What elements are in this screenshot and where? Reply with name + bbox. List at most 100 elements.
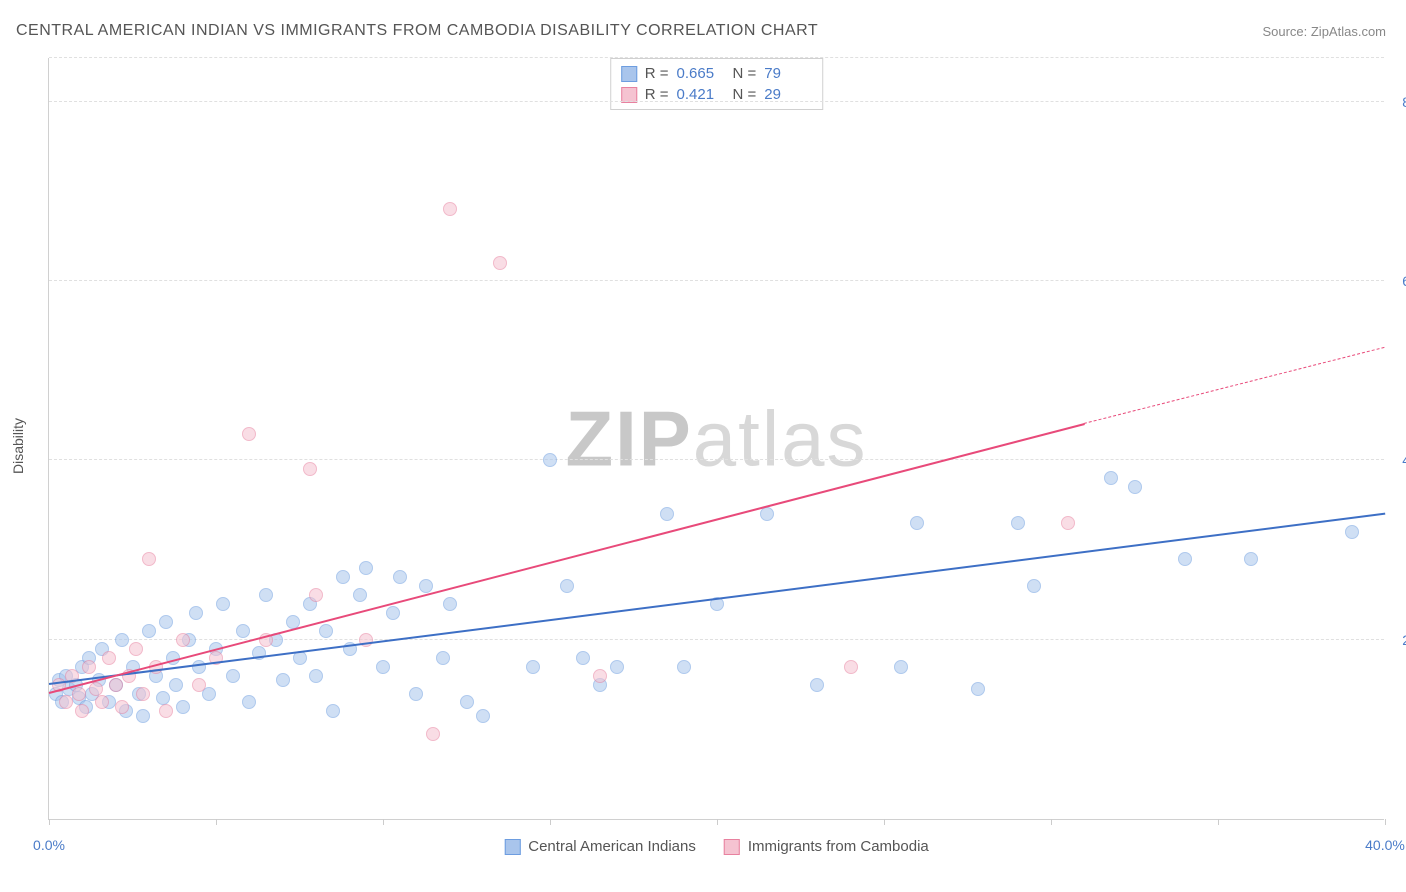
x-tick-label: 0.0%	[33, 837, 65, 853]
x-tick	[550, 819, 551, 825]
scatter-point	[353, 588, 367, 602]
x-tick	[383, 819, 384, 825]
scatter-point	[1178, 552, 1192, 566]
scatter-point	[1345, 525, 1359, 539]
scatter-point	[677, 660, 691, 674]
scatter-point	[72, 687, 86, 701]
scatter-point	[159, 704, 173, 718]
legend-item: Immigrants from Cambodia	[724, 838, 929, 855]
scatter-point	[242, 427, 256, 441]
watermark-zip: ZIP	[565, 394, 692, 482]
scatter-point	[894, 660, 908, 674]
trend-line	[1084, 346, 1385, 424]
legend-label: Immigrants from Cambodia	[748, 838, 929, 855]
scatter-point	[189, 606, 203, 620]
scatter-point	[159, 615, 173, 629]
scatter-point	[309, 669, 323, 683]
scatter-point	[156, 691, 170, 705]
scatter-point	[593, 669, 607, 683]
scatter-point	[236, 624, 250, 638]
scatter-point	[576, 651, 590, 665]
scatter-point	[136, 709, 150, 723]
scatter-point	[476, 709, 490, 723]
scatter-point	[1011, 516, 1025, 530]
gridline	[49, 101, 1384, 102]
scatter-point	[59, 695, 73, 709]
scatter-point	[129, 642, 143, 656]
scatter-point	[386, 606, 400, 620]
scatter-point	[259, 588, 273, 602]
scatter-point	[136, 687, 150, 701]
legend-label: Central American Indians	[528, 838, 696, 855]
scatter-point	[89, 682, 103, 696]
scatter-point	[660, 507, 674, 521]
series-legend: Central American Indians Immigrants from …	[504, 838, 928, 855]
scatter-point	[376, 660, 390, 674]
scatter-point	[409, 687, 423, 701]
scatter-point	[493, 256, 507, 270]
gridline	[49, 57, 1384, 58]
scatter-point	[319, 624, 333, 638]
y-tick-label: 40.0%	[1392, 452, 1406, 468]
scatter-point	[1061, 516, 1075, 530]
scatter-point	[610, 660, 624, 674]
scatter-point	[192, 660, 206, 674]
scatter-point	[844, 660, 858, 674]
watermark: ZIPatlas	[565, 393, 867, 484]
y-tick-label: 80.0%	[1392, 94, 1406, 110]
scatter-point	[303, 462, 317, 476]
gridline	[49, 459, 1384, 460]
scatter-point	[192, 678, 206, 692]
scatter-point	[95, 695, 109, 709]
scatter-point	[109, 678, 123, 692]
chart-title: CENTRAL AMERICAN INDIAN VS IMMIGRANTS FR…	[16, 22, 818, 40]
y-tick-label: 60.0%	[1392, 273, 1406, 289]
scatter-point	[176, 633, 190, 647]
scatter-point	[276, 673, 290, 687]
scatter-point	[216, 597, 230, 611]
x-tick-label: 40.0%	[1365, 837, 1405, 853]
scatter-point	[436, 651, 450, 665]
watermark-atlas: atlas	[693, 394, 868, 482]
gridline	[49, 280, 1384, 281]
scatter-point	[115, 633, 129, 647]
scatter-point	[102, 651, 116, 665]
scatter-point	[426, 727, 440, 741]
x-tick	[1051, 819, 1052, 825]
scatter-point	[1027, 579, 1041, 593]
x-tick	[216, 819, 217, 825]
x-tick	[1218, 819, 1219, 825]
scatter-point	[393, 570, 407, 584]
stat-n-label: N =	[733, 65, 757, 82]
legend-swatch	[504, 839, 520, 855]
scatter-point	[971, 682, 985, 696]
scatter-point	[309, 588, 323, 602]
legend-swatch	[724, 839, 740, 855]
scatter-point	[75, 704, 89, 718]
scatter-point	[760, 507, 774, 521]
scatter-point	[226, 669, 240, 683]
x-tick	[884, 819, 885, 825]
scatter-point	[443, 597, 457, 611]
source-attribution: Source: ZipAtlas.com	[1262, 24, 1386, 39]
stat-r-label: R =	[645, 65, 669, 82]
stats-row: R =0.665N =79	[621, 63, 813, 84]
scatter-point	[359, 561, 373, 575]
scatter-point	[460, 695, 474, 709]
scatter-point	[336, 570, 350, 584]
legend-swatch	[621, 66, 637, 82]
stat-r-value: 0.665	[677, 65, 725, 82]
scatter-point	[326, 704, 340, 718]
scatter-point	[443, 202, 457, 216]
scatter-point	[810, 678, 824, 692]
scatter-point	[142, 552, 156, 566]
scatter-point	[526, 660, 540, 674]
scatter-point	[560, 579, 574, 593]
trend-line	[49, 512, 1385, 684]
x-tick	[49, 819, 50, 825]
stats-row: R =0.421N =29	[621, 84, 813, 105]
scatter-point	[1104, 471, 1118, 485]
scatter-point	[1128, 480, 1142, 494]
trend-line	[49, 423, 1085, 694]
scatter-point	[419, 579, 433, 593]
